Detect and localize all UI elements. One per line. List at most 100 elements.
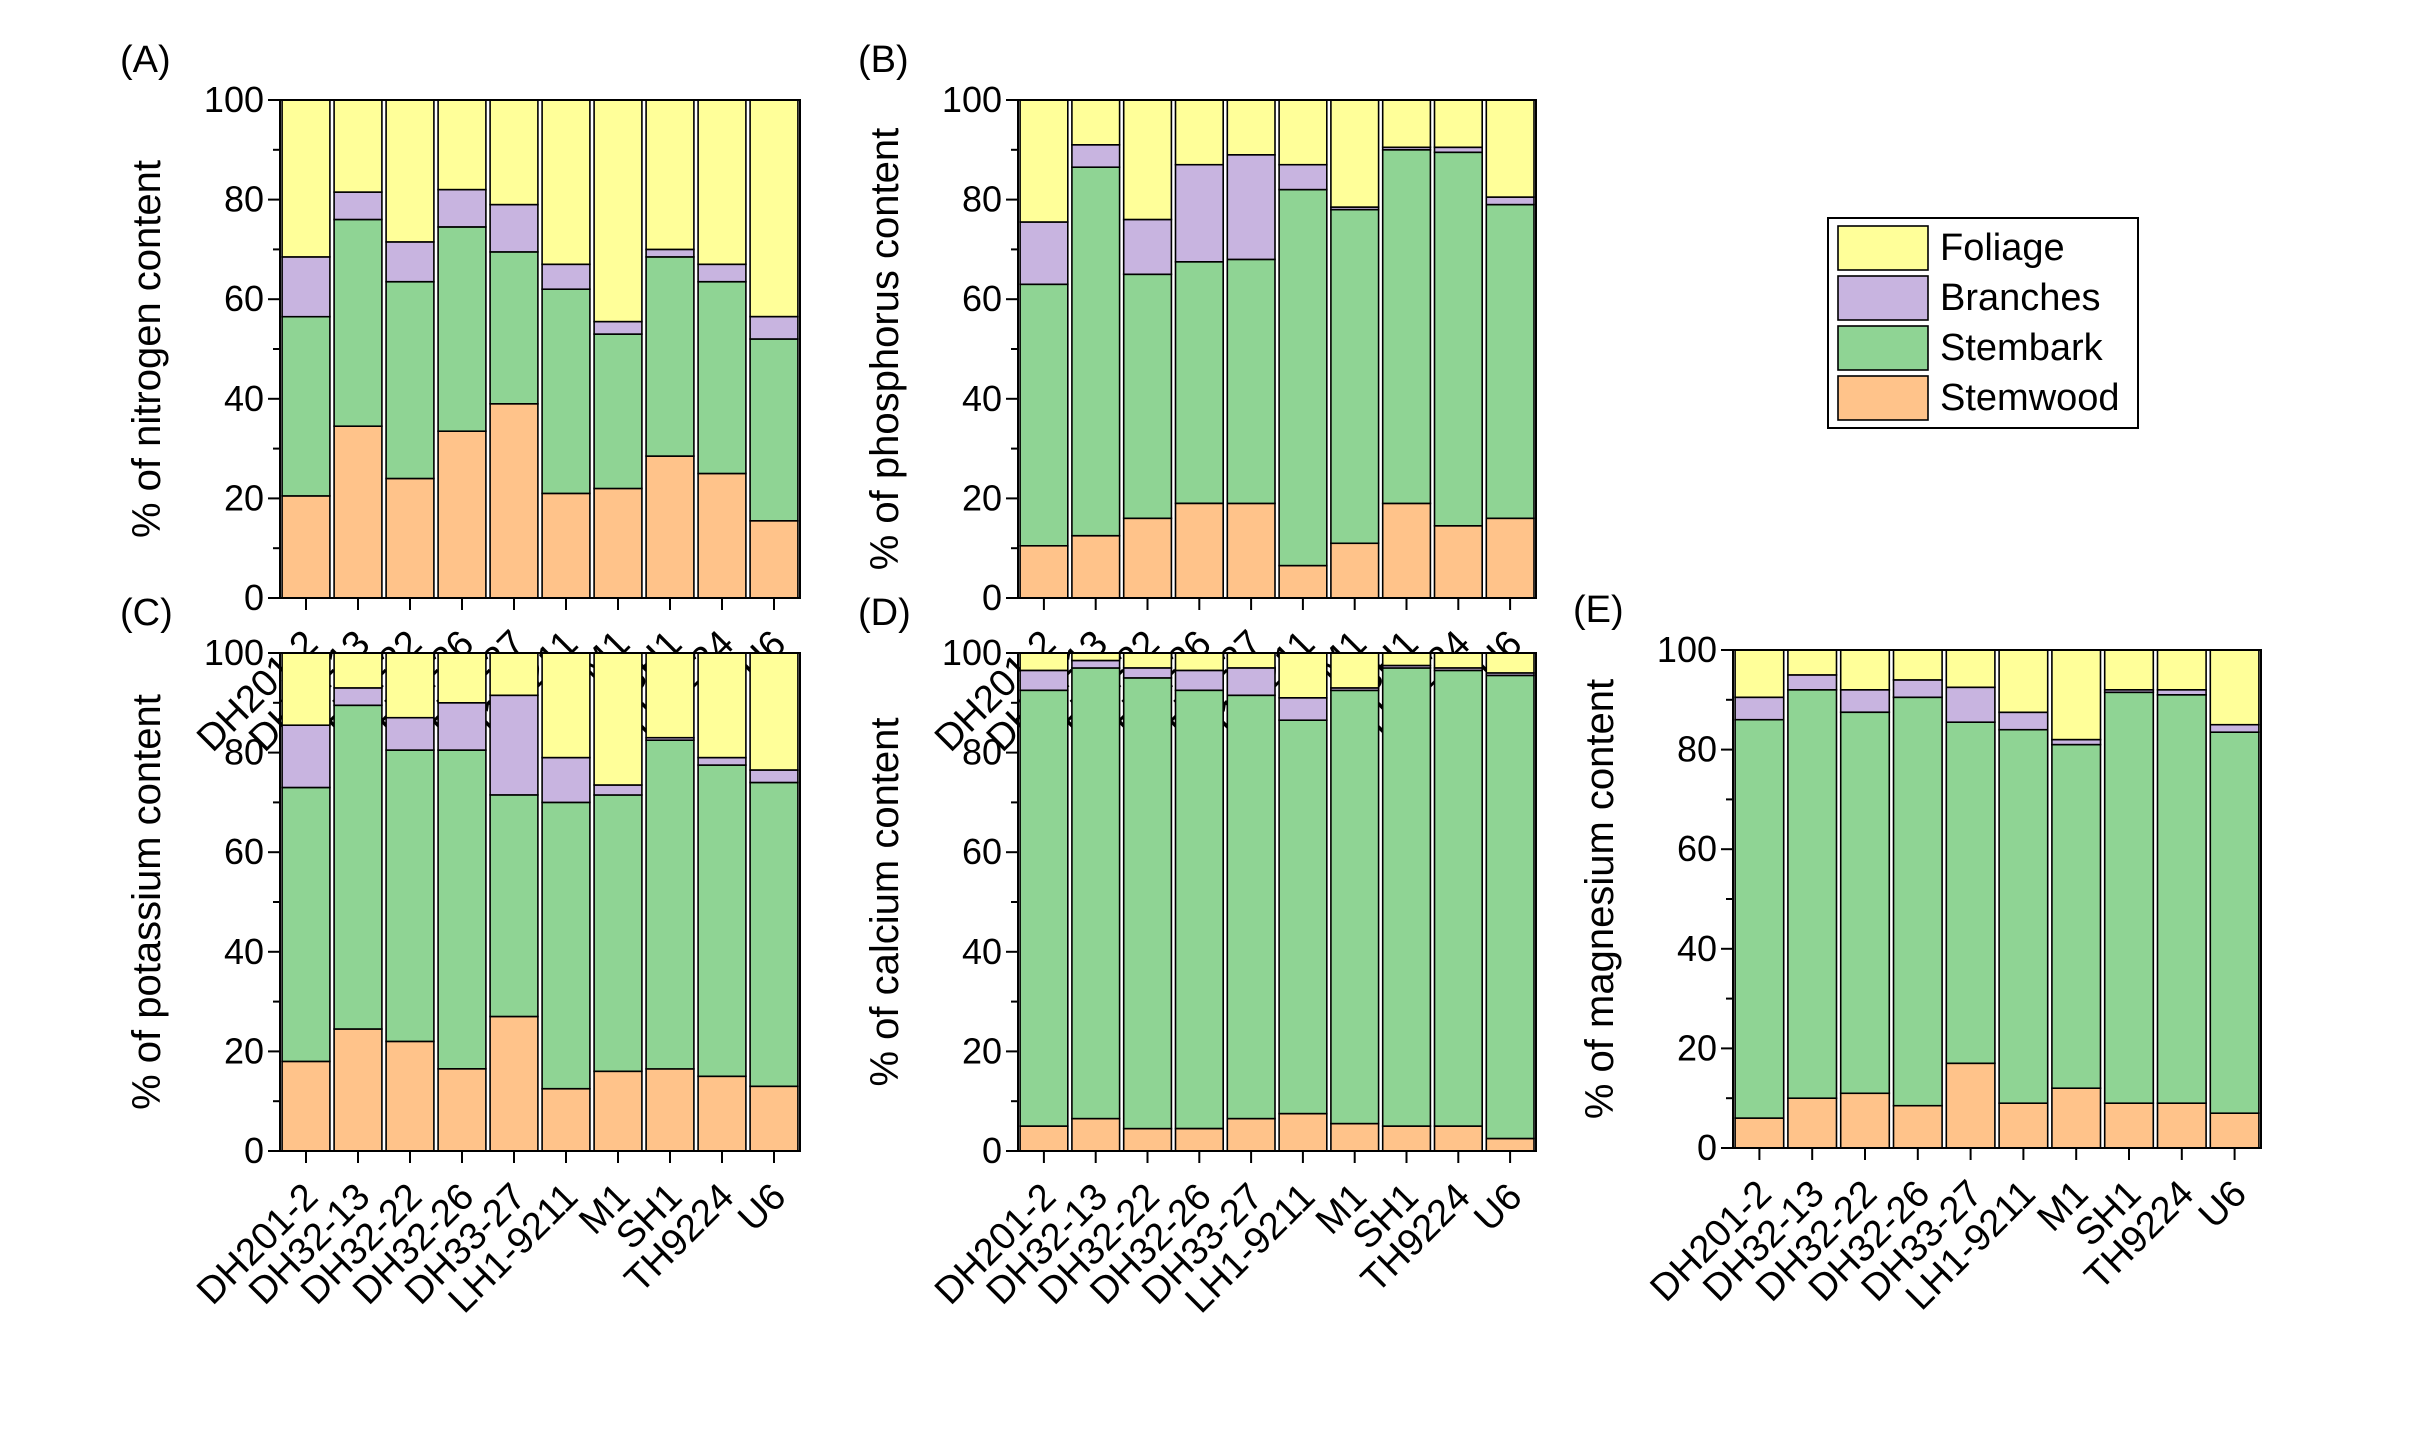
bar-foliage-sh1 xyxy=(1381,652,1432,667)
bar-branches-dh201-2 xyxy=(1019,221,1069,286)
bar-stemwood-dh32-22 xyxy=(1122,517,1173,599)
bar-foliage-th9224 xyxy=(1433,99,1484,149)
bar-stembark-u6 xyxy=(749,781,799,1088)
bar-foliage-lh1-9211 xyxy=(1278,99,1328,166)
bar-foliage-dh33-27 xyxy=(489,99,539,206)
y-tick-label: 80 xyxy=(224,179,264,220)
y-axis-title: % of potassium content xyxy=(125,694,169,1110)
bar-stembark-dh32-26 xyxy=(437,749,487,1070)
panel-label: (A) xyxy=(120,39,171,81)
bar-stemwood-sh1 xyxy=(2103,1102,2155,1149)
y-tick-label: 20 xyxy=(962,477,1002,518)
bar-stemwood-dh32-26 xyxy=(1174,502,1225,599)
panel-label: (B) xyxy=(858,39,909,81)
bar-stemwood-sh1 xyxy=(1381,502,1432,599)
bar-stemwood-m1 xyxy=(1330,542,1380,599)
bar-stembark-dh201-2 xyxy=(281,315,331,497)
bar-branches-dh201-2 xyxy=(281,256,331,318)
y-tick-label: 0 xyxy=(244,577,264,618)
bar-stembark-dh32-26 xyxy=(1892,696,1943,1107)
bar-foliage-u6 xyxy=(2209,649,2260,726)
bar-branches-dh32-26 xyxy=(437,188,487,228)
legend-label-stemwood: Stemwood xyxy=(1940,377,2120,419)
bar-stembark-sh1 xyxy=(1381,667,1432,1127)
bar-branches-dh32-13 xyxy=(333,687,383,707)
bar-stemwood-u6 xyxy=(2209,1112,2260,1149)
y-axis-title: % of nitrogen content xyxy=(125,160,169,538)
bar-stemwood-lh1-9211 xyxy=(541,492,591,599)
bar-stembark-dh32-22 xyxy=(385,280,435,480)
bar-branches-u6 xyxy=(1485,196,1535,206)
bar-branches-dh32-26 xyxy=(437,701,487,751)
bar-stembark-dh32-22 xyxy=(385,749,435,1043)
y-tick-label: 40 xyxy=(1677,928,1717,969)
bar-stemwood-dh201-2 xyxy=(1734,1117,1785,1149)
bar-foliage-th9224 xyxy=(1433,652,1484,669)
bar-branches-dh201-2 xyxy=(281,724,331,789)
bar-stembark-dh32-26 xyxy=(1174,260,1225,505)
bar-stembark-dh201-2 xyxy=(1019,283,1069,547)
y-tick-label: 100 xyxy=(942,79,1002,120)
bar-foliage-dh201-2 xyxy=(1734,649,1785,699)
bar-branches-u6 xyxy=(749,769,799,784)
bar-foliage-m1 xyxy=(2051,649,2102,741)
legend-label-stembark: Stembark xyxy=(1940,327,2104,369)
bar-stemwood-m1 xyxy=(1330,1122,1380,1152)
legend-label-branches: Branches xyxy=(1940,277,2101,319)
bar-stembark-dh32-22 xyxy=(1839,711,1891,1095)
y-tick-label: 60 xyxy=(962,278,1002,319)
y-tick-label: 80 xyxy=(224,732,264,773)
bar-branches-dh32-22 xyxy=(385,241,435,283)
bar-foliage-dh33-27 xyxy=(1226,99,1276,156)
bar-foliage-lh1-9211 xyxy=(541,652,591,759)
bar-foliage-sh1 xyxy=(1381,99,1432,149)
bar-branches-lh1-9211 xyxy=(541,263,591,290)
bar-stemwood-th9224 xyxy=(1433,1125,1484,1152)
bar-stemwood-dh33-27 xyxy=(1226,502,1276,599)
bar-foliage-dh32-26 xyxy=(1174,652,1225,672)
bar-stembark-u6 xyxy=(1485,203,1535,520)
y-axis-title: % of phosphorus content xyxy=(863,128,907,571)
bar-branches-m1 xyxy=(593,320,643,335)
bar-stembark-sh1 xyxy=(2103,691,2155,1104)
bar-stembark-dh201-2 xyxy=(1734,718,1785,1119)
bar-stemwood-sh1 xyxy=(645,455,695,599)
y-tick-label: 60 xyxy=(224,831,264,872)
bar-branches-dh32-13 xyxy=(1071,144,1121,169)
legend: Foliage Branches Stembark Stemwood xyxy=(1827,217,2139,429)
bar-stemwood-dh33-27 xyxy=(1226,1117,1276,1152)
bar-stembark-dh32-13 xyxy=(333,218,383,427)
y-tick-label: 60 xyxy=(962,831,1002,872)
bar-stembark-sh1 xyxy=(645,256,695,457)
bar-stemwood-dh32-13 xyxy=(1071,1117,1121,1152)
bar-foliage-lh1-9211 xyxy=(1278,652,1328,699)
bar-stembark-dh33-27 xyxy=(1945,721,1996,1065)
y-tick-label: 40 xyxy=(962,378,1002,419)
bar-stemwood-m1 xyxy=(593,487,643,599)
bar-stemwood-dh32-13 xyxy=(333,425,383,599)
bar-stembark-dh33-27 xyxy=(489,251,539,405)
y-tick-label: 80 xyxy=(962,732,1002,773)
y-tick-label: 80 xyxy=(962,179,1002,220)
y-tick-label: 100 xyxy=(942,632,1002,673)
y-tick-label: 40 xyxy=(224,378,264,419)
bar-branches-sh1 xyxy=(645,248,695,258)
legend-label-foliage: Foliage xyxy=(1940,227,2065,269)
bar-branches-u6 xyxy=(749,315,799,340)
bar-stemwood-dh32-26 xyxy=(437,430,487,599)
bar-stemwood-dh32-22 xyxy=(385,477,435,599)
bar-stembark-dh32-13 xyxy=(1071,667,1121,1120)
bar-foliage-th9224 xyxy=(697,99,747,266)
bar-branches-lh1-9211 xyxy=(541,756,591,804)
bar-foliage-dh201-2 xyxy=(281,652,331,726)
bar-stembark-sh1 xyxy=(645,739,695,1070)
bar-stembark-lh1-9211 xyxy=(541,801,591,1090)
panel-5: 020406080100DH201-2DH32-13DH32-22DH32-26… xyxy=(1573,589,2262,1318)
bar-foliage-dh32-26 xyxy=(437,652,487,704)
bar-stembark-lh1-9211 xyxy=(1998,728,2049,1105)
bar-foliage-dh32-22 xyxy=(1122,99,1173,221)
y-tick-label: 20 xyxy=(962,1030,1002,1071)
bar-stemwood-m1 xyxy=(2051,1087,2102,1149)
panel-4: 020406080100DH201-2DH32-13DH32-22DH32-26… xyxy=(858,592,1537,1321)
